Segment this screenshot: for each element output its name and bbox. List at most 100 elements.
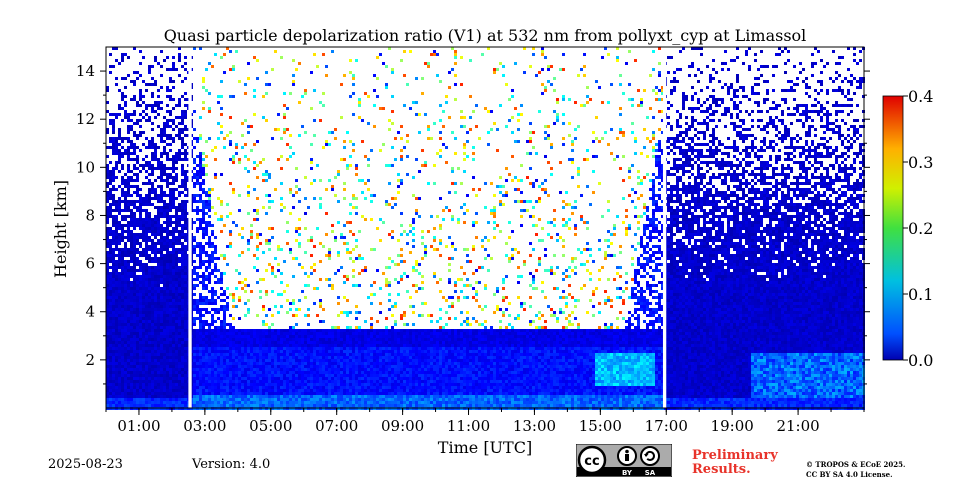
heatmap-cell [265,380,268,383]
heatmap-cell [349,380,352,383]
heatmap-cell [301,359,304,362]
heatmap-cell [343,275,346,278]
heatmap-cell [184,299,187,302]
heatmap-cell [232,398,235,401]
heatmap-cell [340,389,343,392]
heatmap-cell [295,329,298,332]
heatmap-cell [196,359,199,362]
heatmap-cell [262,251,265,254]
heatmap-cell [118,290,121,293]
heatmap-cell [247,191,250,194]
heatmap-cell [121,266,124,269]
heatmap-cell [163,209,166,212]
heatmap-cell [253,347,256,350]
heatmap-cell [331,284,334,287]
heatmap-cell [322,146,325,149]
heatmap-cell [118,263,121,266]
heatmap-cell [142,329,145,332]
heatmap-cell [178,158,181,161]
heatmap-cell [313,365,316,368]
heatmap-cell [238,356,241,359]
heatmap-cell [175,386,178,389]
heatmap-cell [199,248,202,251]
heatmap-cell [175,158,178,161]
heatmap-cell [286,392,289,395]
heatmap-cell [118,347,121,350]
heatmap-cell [199,260,202,263]
heatmap-cell [262,380,265,383]
heatmap-cell [157,308,160,311]
heatmap-cell [208,203,211,206]
heatmap-cell [172,371,175,374]
heatmap-cell [115,269,118,272]
heatmap-cell [202,401,205,404]
heatmap-cell [247,212,250,215]
heatmap-cell [151,281,154,284]
heatmap-cell [199,362,202,365]
heatmap-cell [235,386,238,389]
heatmap-cell [361,401,364,404]
heatmap-cell [202,179,205,182]
heatmap-cell [127,290,130,293]
heatmap-cell [109,374,112,377]
heatmap-cell [124,242,127,245]
heatmap-cell [163,164,166,167]
heatmap-cell [115,353,118,356]
heatmap-cell [175,281,178,284]
heatmap-cell [259,296,262,299]
heatmap-cell [109,197,112,200]
heatmap-cell [346,326,349,329]
heatmap-cell [211,347,214,350]
heatmap-cell [166,242,169,245]
heatmap-cell [151,155,154,158]
heatmap-cell [202,173,205,176]
heatmap-cell [115,383,118,386]
heatmap-cell [175,308,178,311]
heatmap-cell [211,386,214,389]
heatmap-cell [223,311,226,314]
heatmap-cell [160,197,163,200]
heatmap-cell [271,398,274,401]
heatmap-cell [160,347,163,350]
heatmap-cell [202,389,205,392]
heatmap-cell [157,278,160,281]
heatmap-cell [154,110,157,113]
heatmap-cell [280,272,283,275]
heatmap-cell [361,356,364,359]
heatmap-cell [184,284,187,287]
heatmap-cell [151,188,154,191]
heatmap-cell [163,125,166,128]
heatmap-cell [139,386,142,389]
heatmap-cell [202,314,205,317]
heatmap-cell [343,74,346,77]
heatmap-cell [148,83,151,86]
heatmap-cell [163,326,166,329]
heatmap-cell [289,398,292,401]
heatmap-cell [286,368,289,371]
heatmap-cell [259,353,262,356]
heatmap-cell [343,377,346,380]
heatmap-cell [274,329,277,332]
heatmap-cell [175,239,178,242]
heatmap-cell [172,248,175,251]
heatmap-cell [232,401,235,404]
heatmap-cell [283,347,286,350]
heatmap-cell [175,305,178,308]
heatmap-cell [145,248,148,251]
heatmap-cell [304,356,307,359]
heatmap-cell [202,215,205,218]
heatmap-cell [166,224,169,227]
heatmap-cell [121,395,124,398]
heatmap-cell [124,251,127,254]
heatmap-cell [169,188,172,191]
heatmap-cell [289,371,292,374]
heatmap-cell [154,56,157,59]
heatmap-cell [358,356,361,359]
heatmap-cell [292,74,295,77]
heatmap-cell [127,302,130,305]
heatmap-cell [184,359,187,362]
heatmap-cell [169,254,172,257]
heatmap-cell [295,239,298,242]
heatmap-cell [295,362,298,365]
heatmap-cell [220,344,223,347]
